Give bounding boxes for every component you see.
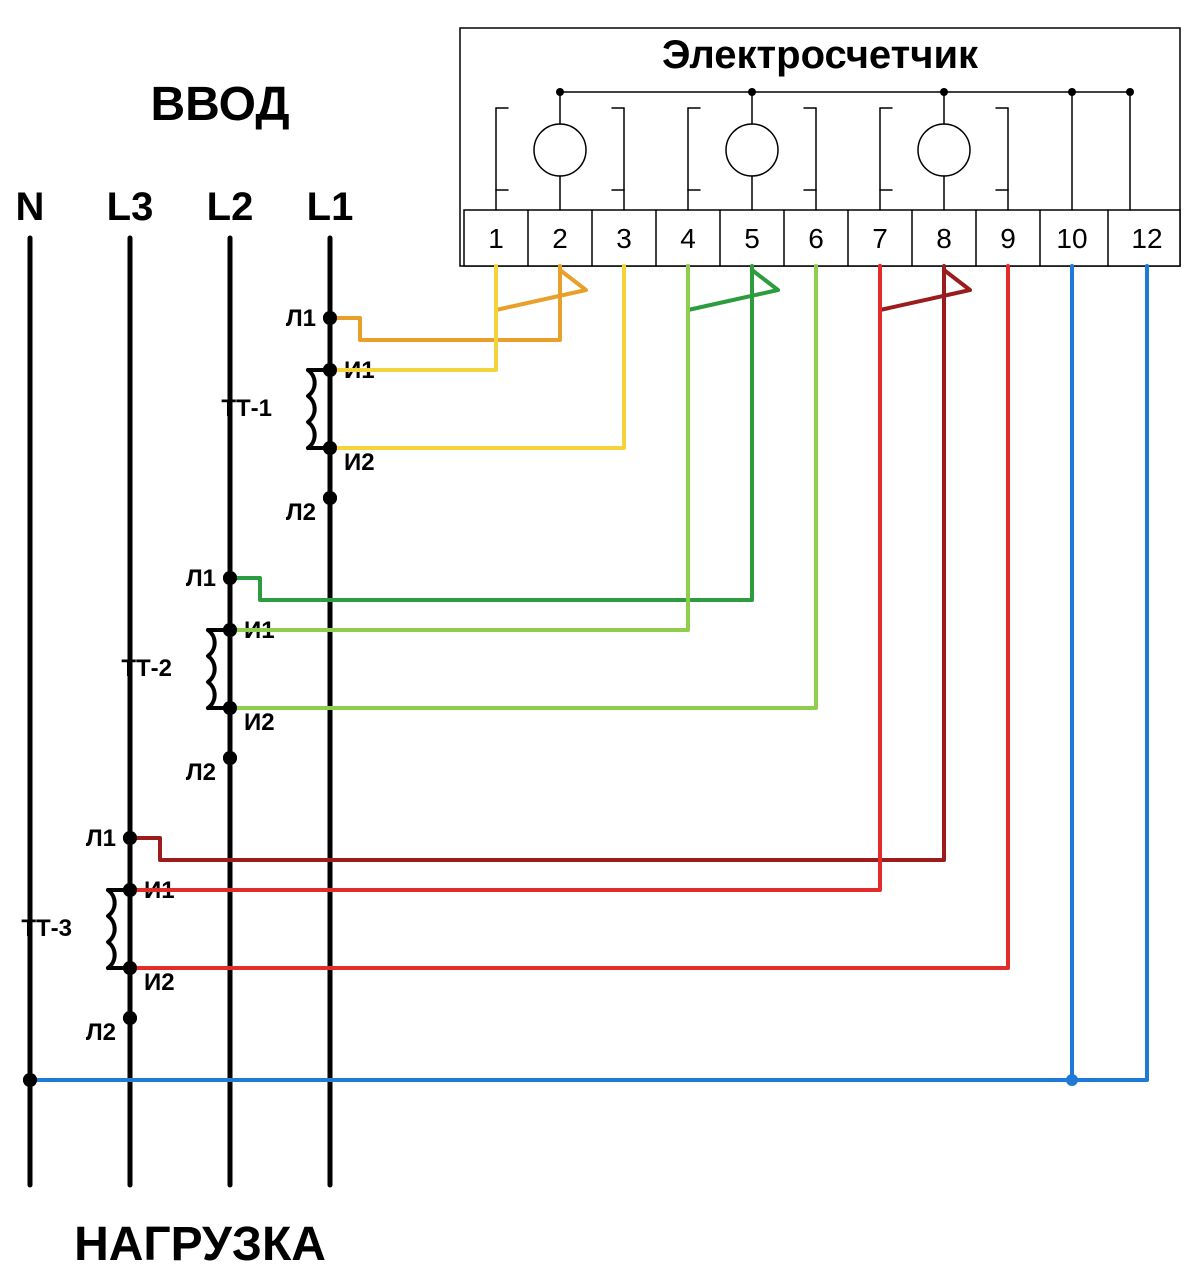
- load-label: НАГРУЗКА: [74, 1218, 326, 1271]
- ct-coil-icon: [108, 890, 115, 968]
- ct-name-label: ТТ-3: [21, 915, 72, 942]
- ct-terminal-label: И2: [244, 709, 275, 736]
- meter-element-icon: [918, 124, 970, 176]
- busbar-label: L1: [307, 185, 354, 229]
- meter-title: Электросчетчик: [662, 33, 979, 77]
- current-wire-i2: [230, 266, 816, 708]
- meter-terminal-number: 8: [936, 223, 952, 254]
- meter-terminal-number: 12: [1131, 223, 1162, 254]
- voltage-jumper: [880, 266, 970, 310]
- meter-terminal-number: 7: [872, 223, 888, 254]
- busbar-label: N: [16, 185, 45, 229]
- voltage-wire: [130, 266, 944, 860]
- ct-terminal-label: И2: [344, 449, 375, 476]
- wiring-svg: Электросчетчик1234567891012NL3L2L1ВВОДНА…: [0, 0, 1204, 1278]
- node-dot: [1066, 1074, 1078, 1086]
- ct-terminal-label: И2: [144, 969, 175, 996]
- ct-terminal-label: Л1: [86, 825, 116, 852]
- meter-terminal-number: 5: [744, 223, 760, 254]
- voltage-jumper: [688, 266, 778, 310]
- ct-name-label: ТТ-1: [221, 395, 272, 422]
- ct-terminal-label: Л2: [286, 499, 316, 526]
- meter-terminal-number: 6: [808, 223, 824, 254]
- busbar-label: L2: [207, 185, 254, 229]
- meter-element-icon: [534, 124, 586, 176]
- voltage-jumper: [496, 266, 586, 310]
- meter-terminal-number: 1: [488, 223, 504, 254]
- meter-terminal-number: 2: [552, 223, 568, 254]
- meter-terminal-number: 10: [1056, 223, 1087, 254]
- ct-coil-icon: [208, 630, 215, 708]
- busbar-label: L3: [107, 185, 154, 229]
- diagram-stage: Электросчетчик1234567891012NL3L2L1ВВОДНА…: [0, 0, 1204, 1278]
- ct-terminal-label: Л1: [286, 305, 316, 332]
- meter-element-icon: [726, 124, 778, 176]
- meter-terminal-number: 4: [680, 223, 696, 254]
- meter-terminal-number: 3: [616, 223, 632, 254]
- ct-name-label: ТТ-2: [121, 655, 172, 682]
- input-label: ВВОД: [150, 78, 289, 131]
- ct-terminal-label: Л1: [186, 565, 216, 592]
- meter-terminal-number: 9: [1000, 223, 1016, 254]
- ct-coil-icon: [308, 370, 315, 448]
- ct-terminal-label: Л2: [186, 759, 216, 786]
- neutral-wire: [30, 266, 1147, 1080]
- ct-terminal-label: Л2: [86, 1019, 116, 1046]
